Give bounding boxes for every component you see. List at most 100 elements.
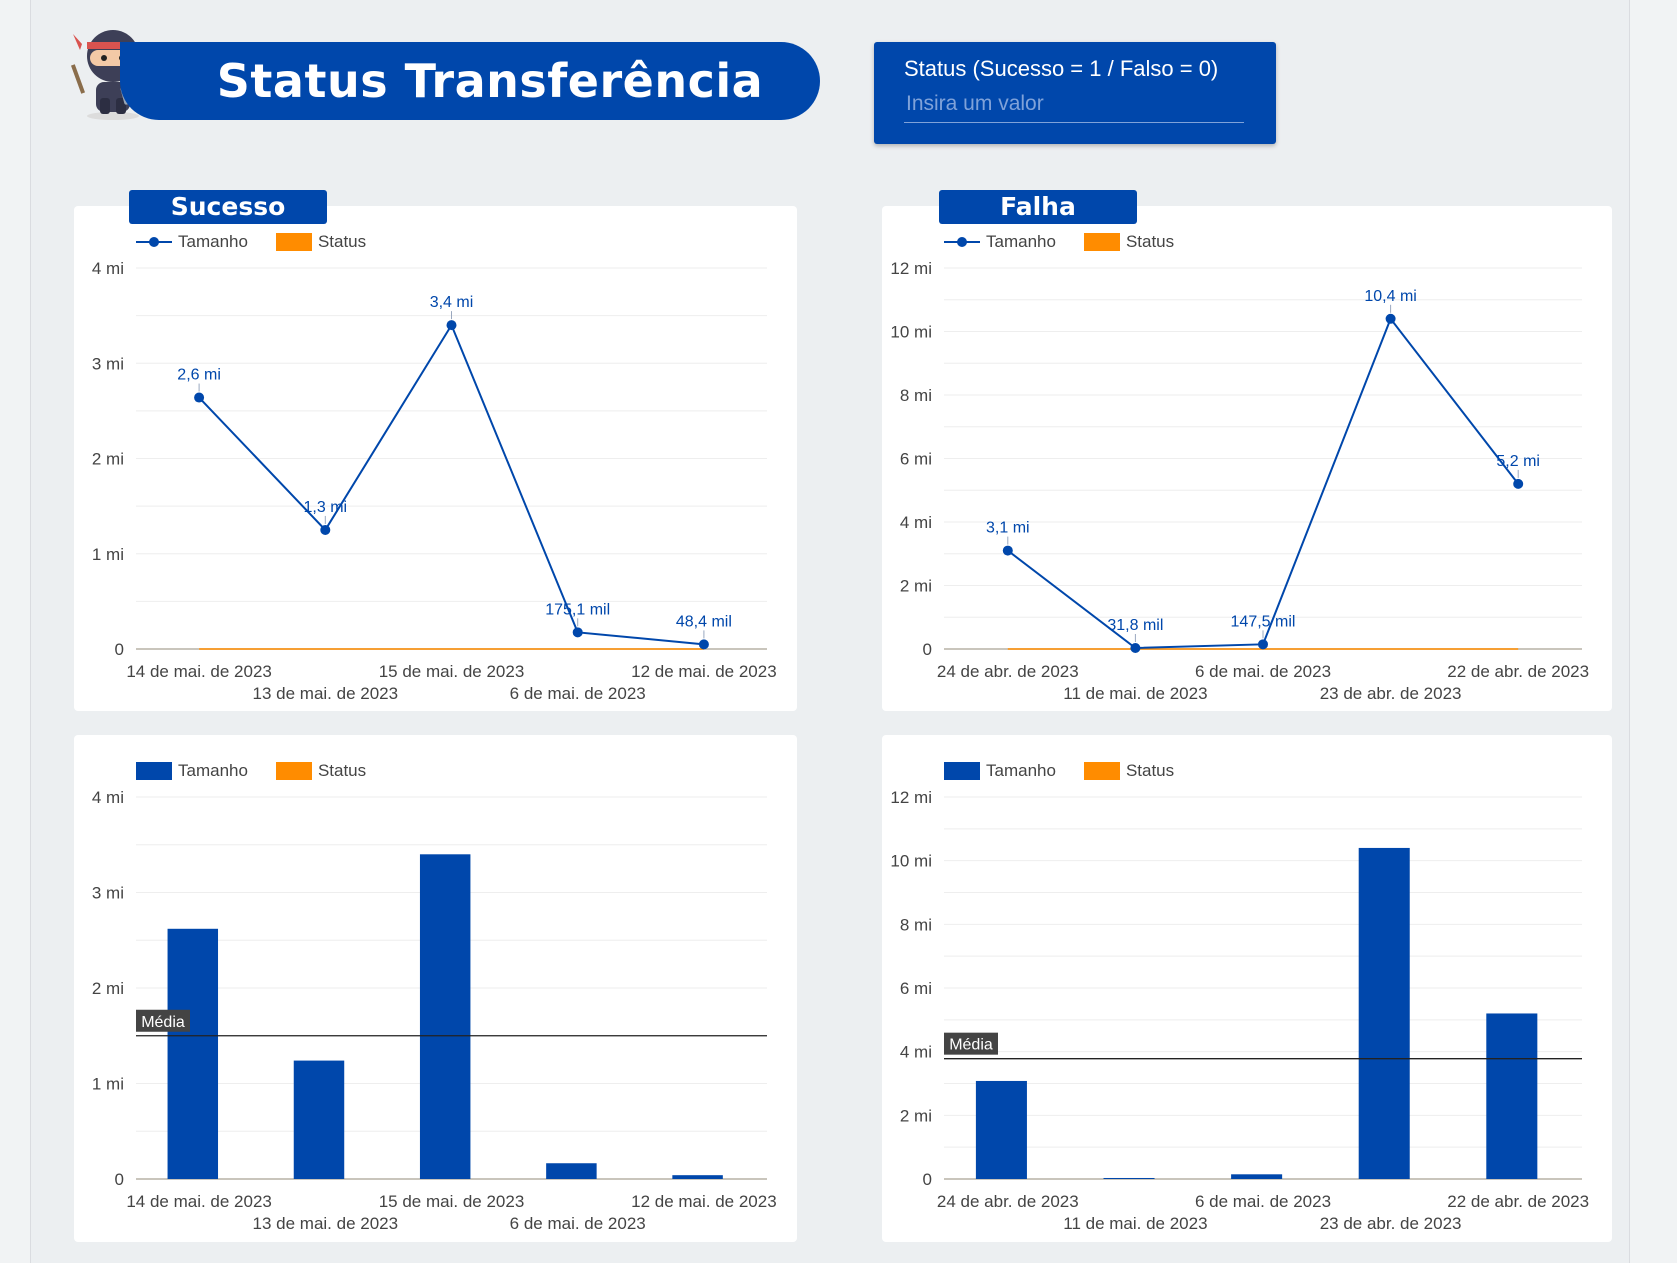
legend-label: Status xyxy=(317,232,367,251)
x-tick-label: 11 de mai. de 2023 xyxy=(1063,1214,1207,1233)
x-tick-label: 22 de abr. de 2023 xyxy=(1447,662,1589,681)
x-tick-label: 13 de mai. de 2023 xyxy=(253,684,399,703)
legend-item-status[interactable]: Status xyxy=(275,761,366,781)
y-tick-label: 0 xyxy=(115,640,124,659)
data-label: 2,6 mi xyxy=(177,367,221,384)
box-swatch-icon xyxy=(944,762,980,780)
bar-tamanho xyxy=(293,1060,345,1179)
data-label: 175,1 mil xyxy=(545,601,610,618)
status-filter-label: Status (Sucesso = 1 / Falso = 0) xyxy=(904,56,1219,81)
data-label: 48,4 mil xyxy=(676,613,732,630)
mean-label-bg xyxy=(944,1032,998,1055)
y-tick-label: 4 mi xyxy=(92,788,124,807)
bar-tamanho xyxy=(419,854,471,1179)
legend-item-status[interactable]: Status xyxy=(1083,761,1175,781)
box-swatch-icon xyxy=(275,233,312,251)
page-title: Status Transferência xyxy=(216,54,764,108)
y-tick-label: 0 xyxy=(923,640,932,659)
status-filter-input[interactable] xyxy=(904,90,1244,123)
box-swatch-icon xyxy=(1083,233,1120,251)
x-tick-label: 11 de mai. de 2023 xyxy=(1063,684,1207,703)
chip-falha: Falha xyxy=(939,190,1137,224)
bar-tamanho xyxy=(167,928,219,1179)
y-tick-label: 2 mi xyxy=(900,577,932,596)
y-tick-label: 1 mi xyxy=(92,1075,124,1094)
legend: Tamanho Status xyxy=(944,761,1202,781)
legend-label: Tamanho xyxy=(986,761,1056,780)
y-tick-label: 3 mi xyxy=(92,884,124,903)
y-tick-label: 6 mi xyxy=(900,450,932,469)
data-label: 10,4 mi xyxy=(1364,288,1416,305)
data-point xyxy=(698,639,709,650)
y-tick-label: 4 mi xyxy=(92,259,124,278)
y-tick-label: 4 mi xyxy=(900,1043,932,1062)
bar-tamanho xyxy=(1486,1013,1538,1179)
data-point xyxy=(446,320,457,331)
y-tick-label: 2 mi xyxy=(900,1106,932,1125)
chart-card-sucesso-bar: Tamanho Status 0 1 mi 2 mi 3 mi 4 mi 14 de ma… xyxy=(74,735,797,1242)
bar-tamanho xyxy=(975,1080,1027,1179)
x-tick-label: 6 de mai. de 2023 xyxy=(510,1214,646,1233)
legend-item-tamanho[interactable]: Tamanho xyxy=(136,232,248,252)
x-tick-label: 24 de abr. de 2023 xyxy=(937,662,1079,681)
x-tick-label: 23 de abr. de 2023 xyxy=(1320,1214,1462,1233)
legend: Tamanho Status xyxy=(136,232,394,252)
bar-tamanho xyxy=(1103,1177,1155,1179)
title-banner: Status Transferência xyxy=(120,42,820,120)
legend-label: Status xyxy=(1125,761,1175,780)
x-tick-label: 14 de mai. de 2023 xyxy=(126,1192,272,1211)
y-tick-label: 12 mi xyxy=(890,259,932,278)
x-tick-label: 6 de mai. de 2023 xyxy=(1195,1192,1331,1211)
bar-tamanho xyxy=(672,1175,723,1179)
legend-item-tamanho[interactable]: Tamanho xyxy=(944,232,1056,252)
data-point xyxy=(1513,478,1524,489)
y-tick-label: 10 mi xyxy=(890,323,932,342)
data-label: 31,8 mil xyxy=(1107,617,1163,634)
data-point xyxy=(1385,313,1396,324)
x-tick-label: 22 de abr. de 2023 xyxy=(1447,1192,1589,1211)
line-swatch-icon xyxy=(136,234,172,250)
legend-label: Tamanho xyxy=(178,232,248,251)
legend-item-tamanho[interactable]: Tamanho xyxy=(136,761,248,781)
x-tick-label: 15 de mai. de 2023 xyxy=(379,1192,525,1211)
legend: Tamanho Status xyxy=(944,232,1202,252)
mean-label-text: Média xyxy=(949,1037,993,1054)
mean-label-text: Média xyxy=(141,1014,185,1031)
legend-item-status[interactable]: Status xyxy=(1083,232,1174,252)
x-tick-label: 13 de mai. de 2023 xyxy=(253,1214,399,1233)
status-filter[interactable]: Status (Sucesso = 1 / Falso = 0) xyxy=(874,42,1276,144)
y-tick-label: 8 mi xyxy=(900,915,932,934)
x-tick-label: 6 de mai. de 2023 xyxy=(1195,662,1331,681)
line-chart: 0 1 mi 2 mi 3 mi 4 mi 14 de mai. de 2023 13 de… xyxy=(92,259,777,703)
legend-label: Tamanho xyxy=(178,761,248,780)
y-tick-label: 8 mi xyxy=(900,386,932,405)
x-tick-label: 6 de mai. de 2023 xyxy=(510,684,646,703)
y-tick-label: 0 xyxy=(115,1170,124,1189)
legend-label: Tamanho xyxy=(986,232,1056,251)
data-label: 3,1 mi xyxy=(986,520,1030,537)
y-tick-label: 1 mi xyxy=(92,545,124,564)
x-tick-label: 23 de abr. de 2023 xyxy=(1320,684,1462,703)
data-point xyxy=(572,627,583,638)
data-point xyxy=(1130,642,1141,653)
y-tick-label: 3 mi xyxy=(92,354,124,373)
mean-label: Média xyxy=(944,1032,998,1055)
chip-sucesso: Sucesso xyxy=(129,190,327,224)
x-tick-label: 12 de mai. de 2023 xyxy=(631,1192,777,1211)
box-swatch-icon xyxy=(275,762,312,780)
x-tick-label: 24 de abr. de 2023 xyxy=(937,1192,1079,1211)
legend-item-tamanho[interactable]: Tamanho xyxy=(944,761,1056,781)
legend-item-status[interactable]: Status xyxy=(275,232,367,252)
chart-card-falha-bar: Tamanho Status 0 2 mi 4 mi 6 mi 8 mi 10 mi 12 … xyxy=(882,735,1612,1242)
tamanho-series-line xyxy=(198,322,704,646)
y-tick-label: 2 mi xyxy=(92,450,124,469)
y-tick-label: 10 mi xyxy=(890,852,932,871)
box-swatch-icon xyxy=(1083,762,1120,780)
box-swatch-icon xyxy=(136,762,172,780)
y-tick-label: 4 mi xyxy=(900,513,932,532)
y-tick-label: 6 mi xyxy=(900,979,932,998)
data-label: 5,2 mi xyxy=(1496,453,1540,470)
chart-card-sucesso-line: Tamanho Status 0 1 mi 2 mi 3 mi 4 mi 14 de ma… xyxy=(74,206,797,711)
data-point xyxy=(1258,639,1268,650)
data-point xyxy=(320,524,331,535)
